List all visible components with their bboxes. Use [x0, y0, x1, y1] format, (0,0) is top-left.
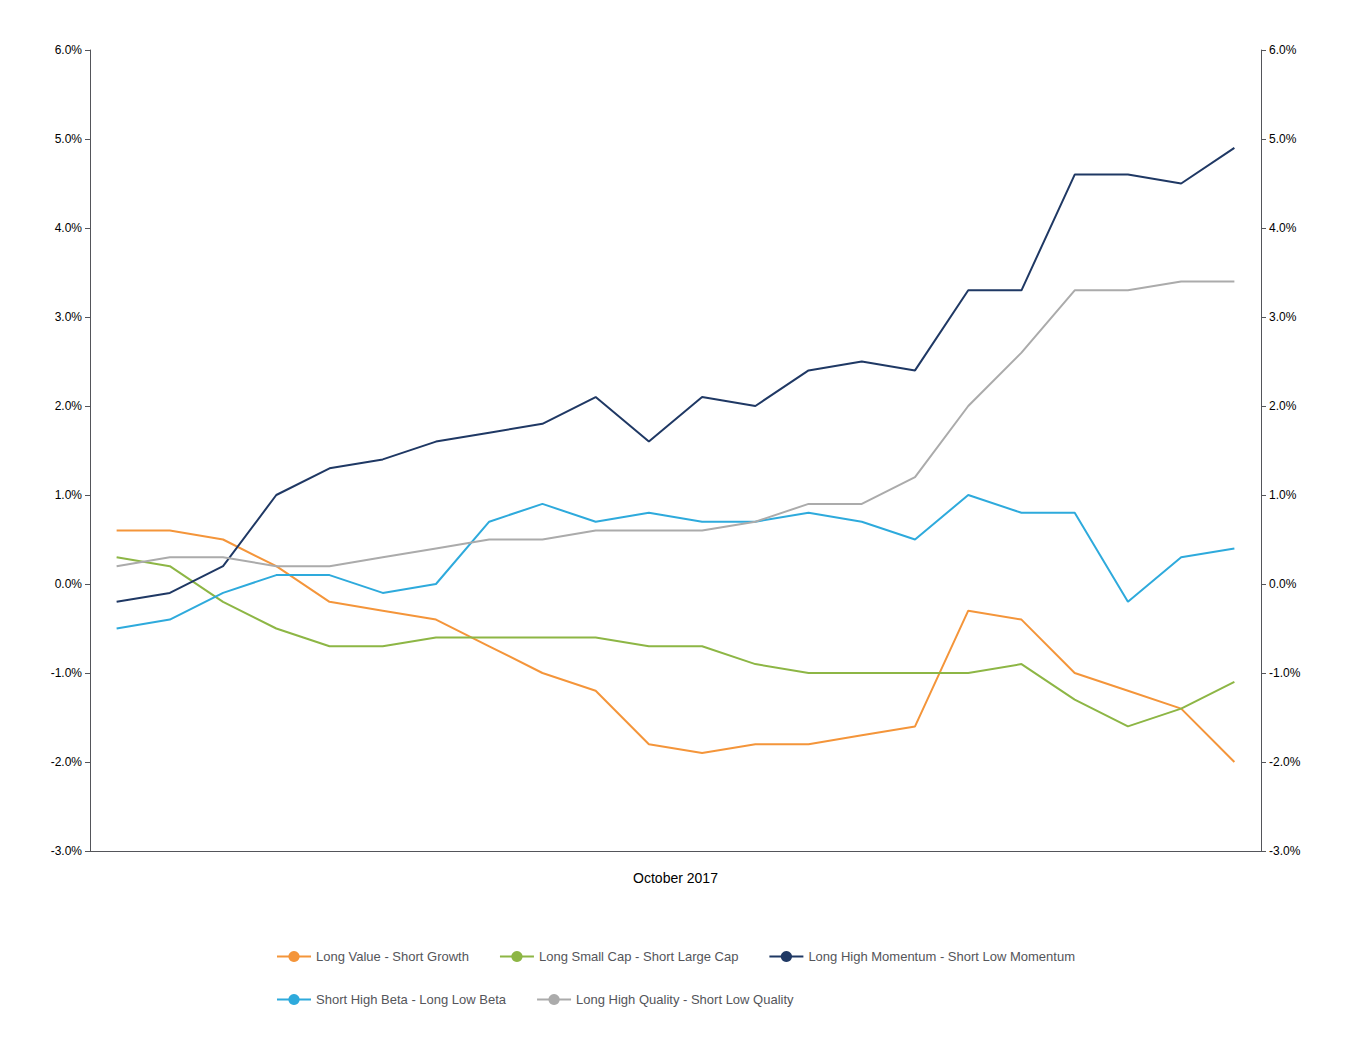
svg-text:0.0%: 0.0% [55, 577, 83, 591]
svg-text:-3.0%: -3.0% [1269, 844, 1301, 858]
svg-text:0.0%: 0.0% [1269, 577, 1297, 591]
svg-text:3.0%: 3.0% [55, 310, 83, 324]
svg-text:1.0%: 1.0% [55, 488, 83, 502]
svg-text:4.0%: 4.0% [1269, 221, 1297, 235]
svg-text:Long Small Cap - Short Large C: Long Small Cap - Short Large Cap [539, 949, 738, 964]
svg-text:5.0%: 5.0% [1269, 132, 1297, 146]
svg-text:-1.0%: -1.0% [1269, 666, 1301, 680]
svg-text:3.0%: 3.0% [1269, 310, 1297, 324]
svg-text:1.0%: 1.0% [1269, 488, 1297, 502]
svg-text:Short High Beta - Long Low Bet: Short High Beta - Long Low Beta [316, 992, 507, 1007]
svg-text:-2.0%: -2.0% [1269, 755, 1301, 769]
svg-text:Long High Momentum - Short Low: Long High Momentum - Short Low Momentum [808, 949, 1075, 964]
svg-text:-3.0%: -3.0% [51, 844, 83, 858]
svg-text:2.0%: 2.0% [1269, 399, 1297, 413]
svg-text:6.0%: 6.0% [1269, 43, 1297, 57]
svg-text:Long High Quality - Short Low: Long High Quality - Short Low Quality [576, 992, 794, 1007]
svg-text:-2.0%: -2.0% [51, 755, 83, 769]
svg-text:4.0%: 4.0% [55, 221, 83, 235]
svg-text:October 2017: October 2017 [633, 870, 718, 886]
svg-text:6.0%: 6.0% [55, 43, 83, 57]
svg-text:Long Value - Short Growth: Long Value - Short Growth [316, 949, 469, 964]
svg-text:2.0%: 2.0% [55, 399, 83, 413]
svg-text:-1.0%: -1.0% [51, 666, 83, 680]
svg-text:5.0%: 5.0% [55, 132, 83, 146]
